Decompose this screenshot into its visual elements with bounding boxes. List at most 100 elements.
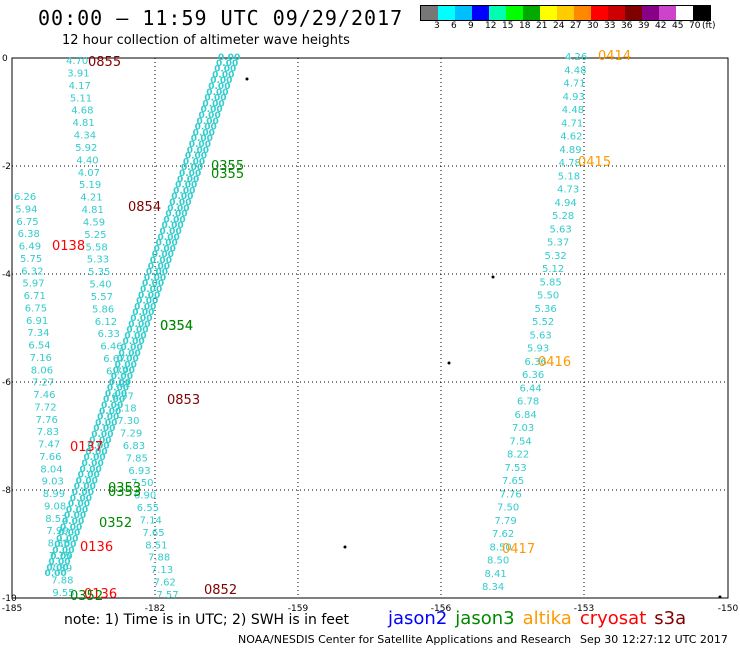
swath-mark: 0.00 [89, 436, 111, 446]
swath-mark: 0.00 [138, 291, 160, 301]
swath-mark: 0.00 [130, 314, 152, 324]
swath-mark: 0.00 [212, 70, 234, 80]
wave-height-value: 6.90 [134, 491, 156, 502]
color-scale-label: 12 [485, 21, 497, 31]
wave-height-value: 5.11 [70, 93, 92, 104]
wave-height-value: 6.84 [515, 410, 537, 421]
island-marker [343, 545, 347, 549]
swath-mark: 0.00 [204, 94, 226, 104]
swath-mark: 0.00 [169, 198, 191, 208]
wave-height-value: 8.53 [45, 514, 67, 525]
wave-height-value: 4.40 [76, 155, 98, 166]
swath-mark: 0.00 [46, 563, 68, 573]
legend-item-altika: altika [522, 608, 572, 629]
wave-height-value: 7.13 [151, 565, 173, 576]
color-scale-label: 3 [434, 21, 440, 31]
wave-height-value: 5.35 [88, 267, 110, 278]
color-swatch [506, 6, 523, 20]
swath-mark: 0.00 [103, 395, 125, 405]
wave-height-value: 7.89 [50, 563, 72, 574]
swath-mark: 0.00 [97, 413, 119, 423]
time-label: 0353 [108, 485, 141, 500]
color-scale-label: 70 [689, 21, 701, 31]
wave-height-value: 7.76 [500, 489, 522, 500]
color-swatch [472, 6, 489, 20]
island-marker [491, 275, 495, 279]
wave-height-value: 5.52 [532, 317, 554, 328]
color-swatch [608, 6, 625, 20]
wave-height-value: 6.75 [25, 303, 47, 314]
time-label: 0853 [167, 393, 200, 408]
swath-mark: 0.00 [199, 111, 221, 121]
wave-height-value: 5.86 [92, 304, 114, 315]
wave-height-value: 7.46 [33, 390, 55, 401]
swath-mark: 0.00 [107, 384, 129, 394]
wave-height-value: 9.03 [42, 477, 64, 488]
swath-mark: 0.00 [85, 447, 107, 457]
swath-mark: 0.00 [216, 59, 238, 69]
wave-height-value: 8.50 [490, 542, 512, 553]
wave-height-value: 7.47 [38, 440, 60, 451]
wave-height-value: 8.22 [507, 450, 529, 461]
time-label: 0136 [84, 587, 117, 602]
swath-mark: 0.00 [105, 389, 127, 399]
island-marker [718, 595, 722, 599]
color-scale-label: 21 [536, 21, 548, 31]
time-label: 0138 [52, 239, 85, 254]
swath-mark: 0.00 [44, 569, 66, 579]
wave-height-value: 8.06 [31, 365, 53, 376]
swath-mark: 0.00 [183, 157, 205, 167]
swath-mark: 0.00 [111, 372, 133, 382]
swath-mark: 0.00 [95, 418, 117, 428]
wave-height-value: 7.99 [46, 526, 68, 537]
swath-mark: 0.00 [140, 285, 162, 295]
swath-mark: 0.00 [54, 540, 76, 550]
color-scale-label: 9 [468, 21, 474, 31]
swath-mark: 0.00 [165, 210, 187, 220]
time-label: 0354 [160, 319, 193, 334]
swath-mark: 0.00 [52, 546, 74, 556]
wave-height-value: 7.16 [30, 353, 52, 364]
y-tick-label: 0 [2, 54, 8, 64]
swath-mark: 0.00 [64, 511, 86, 521]
color-scale-label: 33 [604, 21, 616, 31]
wave-height-value: 6.83 [123, 441, 145, 452]
wave-height-value: 6.32 [21, 266, 43, 277]
wave-height-value: 7.75 [49, 551, 71, 562]
swath-mark: 0.00 [148, 262, 170, 272]
swath-mark: 0.00 [78, 471, 100, 481]
wave-height-value: 7.57 [156, 590, 178, 601]
time-label: 0417 [502, 542, 535, 557]
y-tick-label: -8 [2, 486, 11, 496]
generation-timestamp: Sep 30 12:27:12 UTC 2017 [580, 633, 728, 646]
color-swatch [523, 6, 540, 20]
color-scale-label: 45 [672, 21, 684, 31]
swath-mark: 0.00 [87, 442, 109, 452]
time-label: 0416 [538, 355, 571, 370]
color-scale-bar [420, 5, 711, 21]
wave-height-value: 8.34 [482, 582, 504, 593]
swath-mark: 0.00 [158, 233, 180, 243]
swath-mark: 0.00 [128, 320, 150, 330]
wave-height-value: 6.49 [19, 242, 41, 253]
swath-mark: 0.00 [218, 53, 240, 63]
wave-height-value: 5.63 [550, 224, 572, 235]
color-swatch [676, 6, 693, 20]
wave-height-value: 5.58 [86, 242, 108, 253]
wave-height-value: 6.38 [18, 229, 40, 240]
wave-height-value: 4.71 [563, 79, 585, 90]
footer-note: note: 1) Time is in UTC; 2) SWH is in fe… [64, 612, 350, 628]
color-scale-label: 18 [519, 21, 531, 31]
wave-height-value: 6.71 [24, 291, 46, 302]
time-label: 0137 [70, 440, 103, 455]
wave-height-value: 4.68 [71, 106, 93, 117]
page-subtitle: 12 hour collection of altimeter wave hei… [62, 33, 350, 48]
swath-mark: 0.00 [144, 273, 166, 283]
wave-height-value: 7.50 [497, 503, 519, 514]
wave-height-value: 5.37 [547, 238, 569, 249]
swath-mark: 0.00 [121, 343, 143, 353]
color-scale-label: 24 [553, 21, 565, 31]
wave-height-value: 6.91 [26, 316, 48, 327]
wave-height-value: 4.07 [78, 168, 100, 179]
color-swatch [642, 6, 659, 20]
